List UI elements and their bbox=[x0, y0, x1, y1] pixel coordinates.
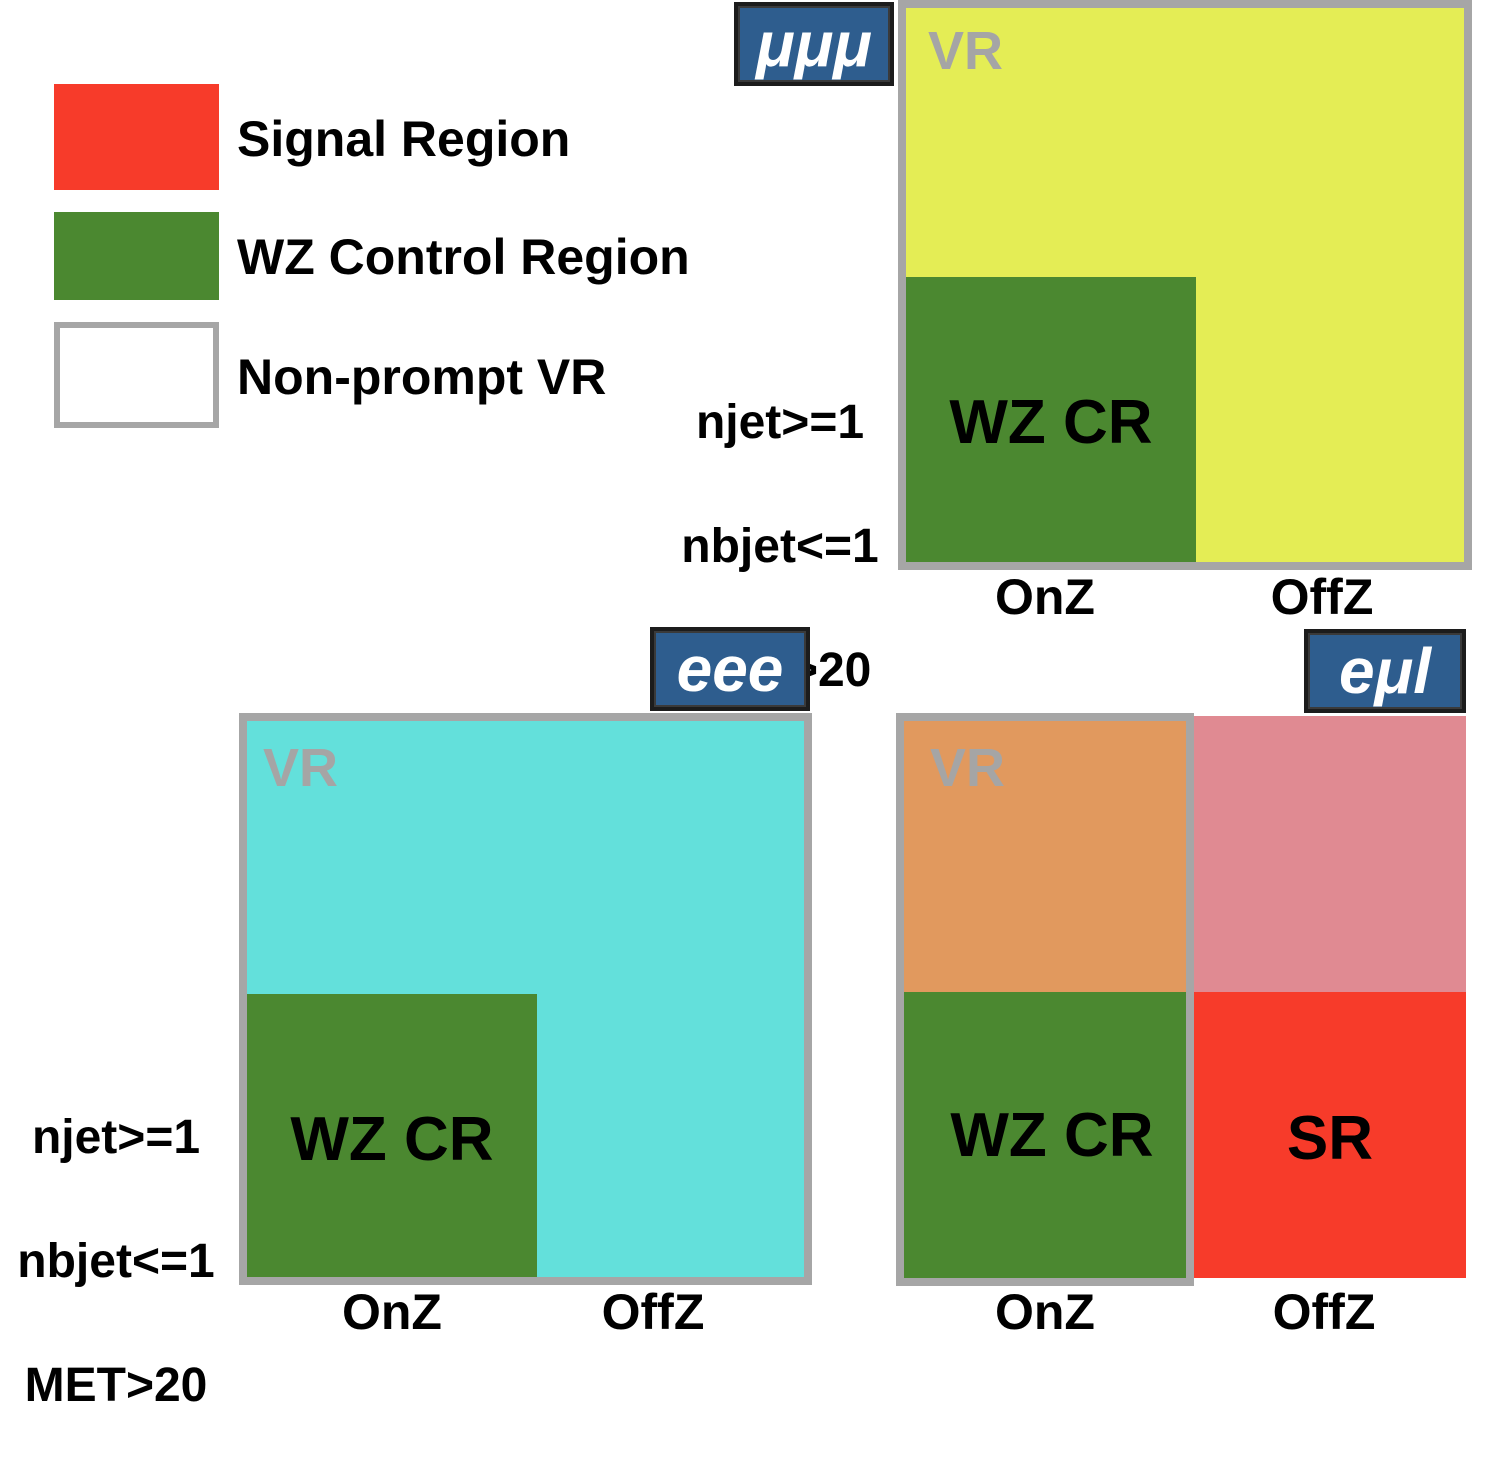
mumumu-cut-nbjet: nbjet<=1 bbox=[681, 520, 879, 573]
eee-axis-onz: OnZ bbox=[342, 1284, 442, 1340]
mumumu-axis-onz: OnZ bbox=[995, 569, 1095, 625]
emul-sr-fill bbox=[1194, 992, 1466, 1278]
mumumu-vr-label: VR bbox=[928, 21, 1004, 81]
mumumu-wz-cr-fill bbox=[906, 277, 1196, 562]
legend-signal-label: Signal Region bbox=[237, 111, 571, 167]
eee-axis-offz: OffZ bbox=[601, 1284, 705, 1340]
legend-signal-swatch bbox=[54, 84, 219, 190]
eee-wz-cr-fill bbox=[247, 994, 537, 1277]
emul-vr-label: VR bbox=[930, 738, 1006, 798]
mumumu-cut-njet: njet>=1 bbox=[695, 396, 865, 449]
panel-tag-eee: eee bbox=[650, 627, 810, 711]
eee-cut-nbjet: nbjet<=1 bbox=[17, 1235, 215, 1288]
mumumu-axis-offz: OffZ bbox=[1270, 569, 1374, 625]
emul-axis-offz: OffZ bbox=[1272, 1284, 1376, 1340]
mumumu-cuts: njet>=1 nbjet<=1 MET>20 bbox=[660, 330, 900, 764]
emul-sr-label: SR bbox=[1286, 1103, 1374, 1173]
eee-vr-frame bbox=[239, 713, 812, 1285]
emul-offz-upper-fill bbox=[1194, 716, 1466, 992]
emul-axis-onz: OnZ bbox=[995, 1284, 1095, 1340]
mumumu-wz-cr-label: WZ CR bbox=[949, 387, 1153, 457]
panel-tag-mumumu: μμμ bbox=[734, 2, 894, 86]
eee-cut-njet: njet>=1 bbox=[31, 1111, 201, 1164]
eee-cuts: njet>=1 nbjet<=1 MET>20 bbox=[0, 1045, 232, 1479]
legend-wz-control-swatch bbox=[54, 212, 219, 300]
mumumu-vr-frame bbox=[898, 0, 1472, 570]
emul-vr-frame bbox=[896, 713, 1194, 1286]
emul-wz-cr-label: WZ CR bbox=[950, 1100, 1154, 1170]
legend-nonprompt-swatch bbox=[54, 322, 219, 428]
legend-wz-control-label: WZ Control Region bbox=[237, 229, 690, 285]
eee-vr-label: VR bbox=[263, 738, 339, 798]
emul-wz-cr-fill bbox=[904, 992, 1186, 1278]
eee-cut-met: MET>20 bbox=[24, 1359, 208, 1412]
eee-wz-cr-label: WZ CR bbox=[290, 1104, 494, 1174]
panel-tag-emul: eμl bbox=[1304, 629, 1466, 713]
legend-nonprompt-label: Non-prompt VR bbox=[237, 349, 607, 405]
